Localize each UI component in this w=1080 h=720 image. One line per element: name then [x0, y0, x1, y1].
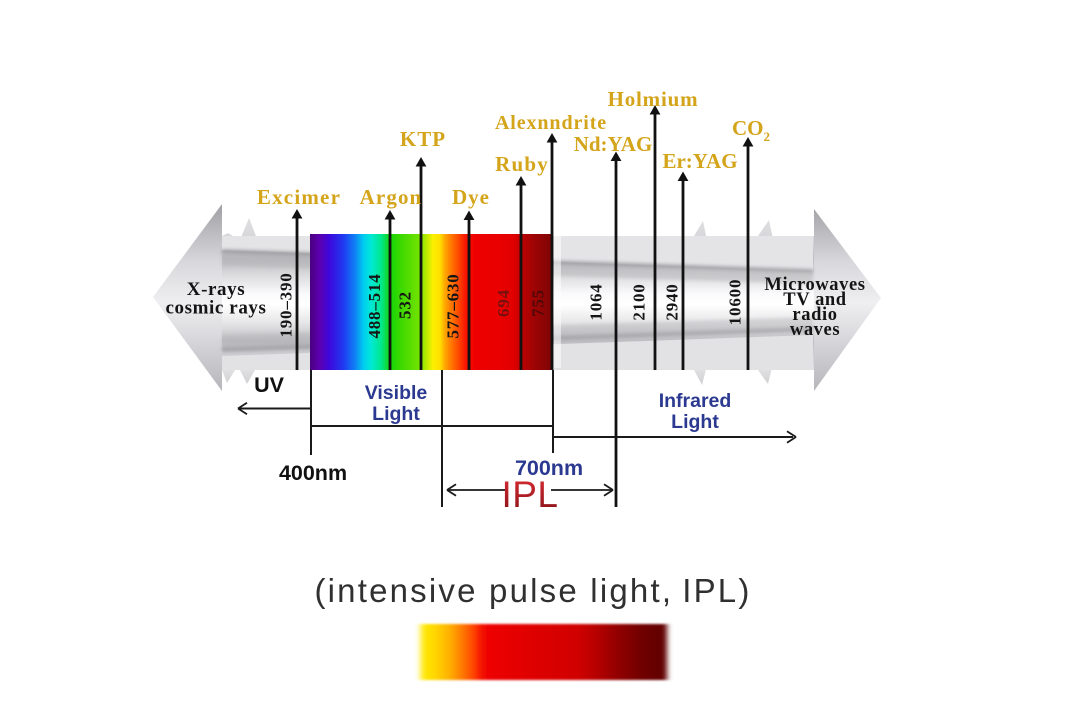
- svg-text:700nm: 700nm: [515, 456, 583, 480]
- svg-text:TV and: TV and: [783, 290, 847, 310]
- svg-text:Nd:YAG: Nd:YAG: [574, 132, 653, 156]
- svg-text:Dye: Dye: [452, 185, 490, 209]
- svg-text:10600: 10600: [726, 279, 745, 326]
- svg-text:400nm: 400nm: [279, 461, 347, 485]
- svg-text:Microwaves: Microwaves: [764, 275, 865, 295]
- svg-text:Argon: Argon: [360, 185, 423, 209]
- svg-text:2940: 2940: [663, 283, 682, 320]
- svg-text:IPL: IPL: [501, 474, 558, 515]
- svg-text:X-rays: X-rays: [187, 279, 245, 300]
- svg-text:755: 755: [529, 289, 548, 317]
- svg-text:488–514: 488–514: [365, 273, 384, 338]
- svg-text:532: 532: [396, 291, 415, 319]
- svg-text:waves: waves: [790, 320, 840, 340]
- svg-text:Infrared: Infrared: [659, 390, 732, 412]
- svg-text:694: 694: [494, 289, 513, 317]
- svg-text:(intensive pulse light,IPL): (intensive pulse light, IPL): [314, 572, 751, 609]
- svg-text:Light: Light: [671, 411, 719, 433]
- svg-text:UV: UV: [254, 373, 285, 397]
- svg-text:190–390: 190–390: [277, 272, 296, 337]
- svg-text:577–630: 577–630: [444, 273, 463, 338]
- svg-text:Excimer: Excimer: [257, 185, 341, 209]
- svg-text:2100: 2100: [630, 283, 649, 320]
- svg-text:radio: radio: [792, 305, 837, 325]
- svg-text:1064: 1064: [587, 283, 606, 320]
- svg-text:Visible: Visible: [365, 382, 428, 404]
- svg-text:Ruby: Ruby: [495, 152, 549, 176]
- svg-text:KTP: KTP: [400, 127, 446, 151]
- svg-text:Er:YAG: Er:YAG: [662, 149, 737, 173]
- svg-text:Light: Light: [372, 403, 420, 425]
- svg-text:cosmic rays: cosmic rays: [165, 298, 266, 319]
- svg-text:Alexnndrite: Alexnndrite: [495, 112, 607, 134]
- svg-text:CO2: CO2: [732, 116, 770, 144]
- svg-text:Holmium: Holmium: [608, 87, 699, 111]
